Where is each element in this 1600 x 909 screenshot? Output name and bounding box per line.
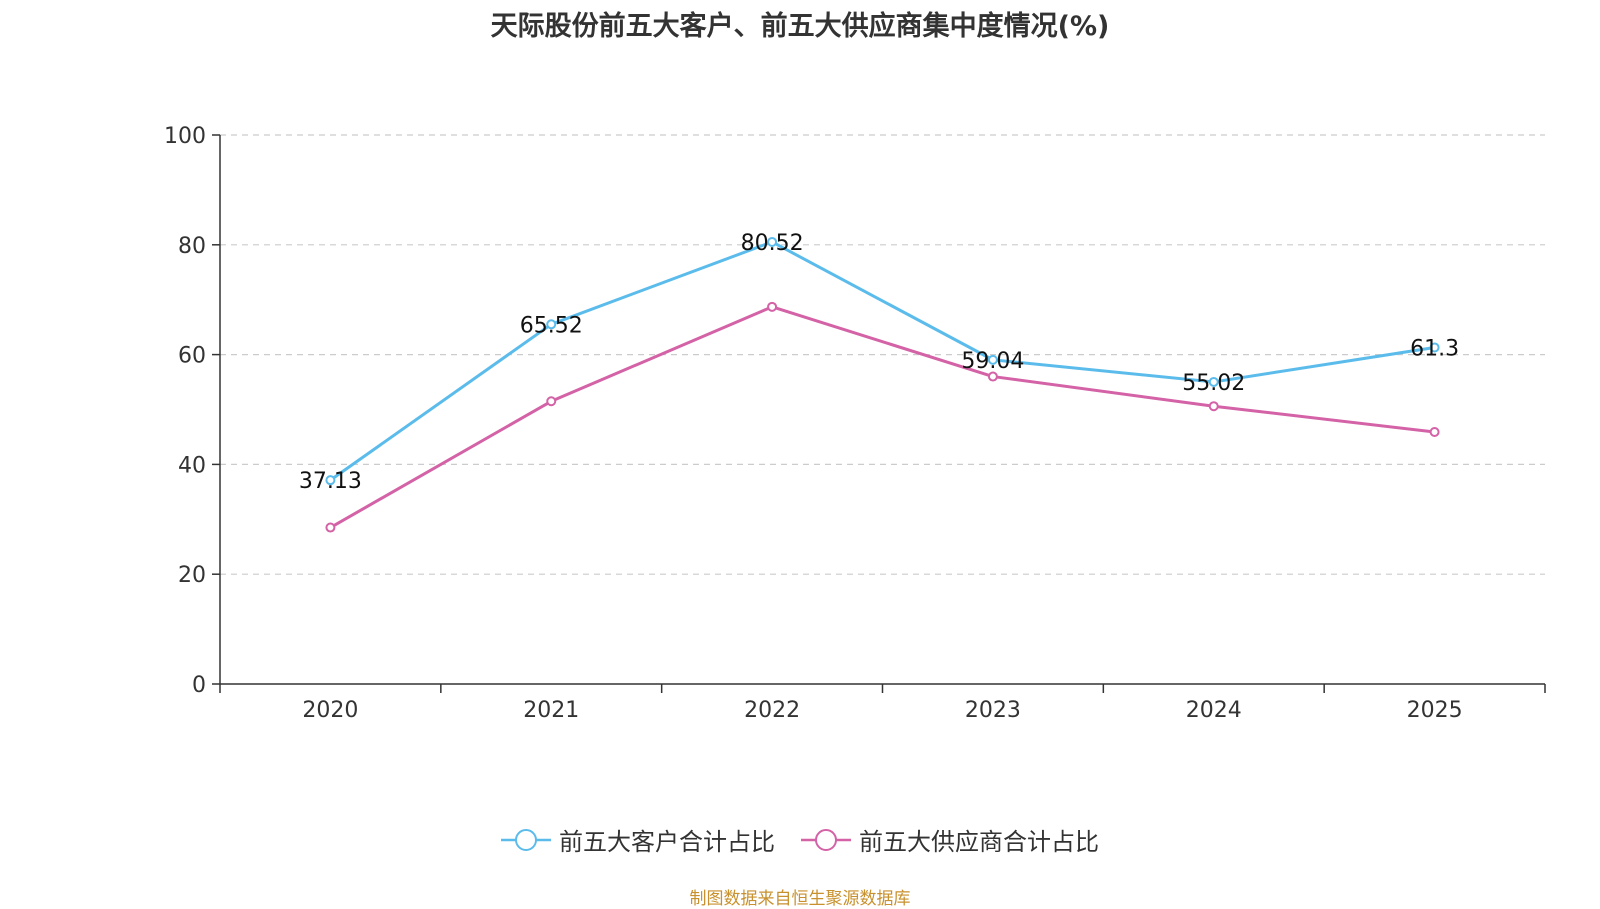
data-point [1429,342,1440,353]
y-tick-label: 80 [178,234,206,259]
data-label: 55.02 [1182,371,1245,396]
data-point [546,319,557,330]
data-label: 80.52 [741,231,804,256]
data-point [325,522,336,533]
axes: 0 20 40 60 80 100 2020 2021 2022 2023 2024 2025 [164,124,1546,723]
x-tick-label: 2020 [302,698,358,723]
data-label: 37.13 [299,469,362,494]
y-tick-label: 20 [178,563,206,588]
x-tick-label: 2023 [965,698,1021,723]
legend-marker-icon [801,828,851,851]
x-tick-label: 2021 [523,698,579,723]
data-point [987,354,998,365]
data-point [1208,401,1219,412]
legend-label: 前五大客户合计占比 [559,828,775,856]
data-point [767,236,778,247]
data-label: 61.3 [1410,336,1459,361]
data-labels: 37.13 65.52 80.52 59.04 55.02 61.3 [299,231,1459,494]
data-point [987,371,998,382]
x-tick-label: 2025 [1407,698,1463,723]
legend-item-1[interactable]: 前五大客户合计占比 [501,822,775,857]
series-points [325,236,1440,533]
data-point [325,475,336,486]
y-tick-label: 0 [192,673,206,698]
legend-marker-icon [501,828,551,851]
grid-lines [220,134,1545,575]
chart-title: 天际股份前五大客户、前五大供应商集中度情况(%) [490,11,1110,42]
legend-item-2[interactable]: 前五大供应商合计占比 [801,822,1099,857]
y-tick-label: 60 [178,344,206,369]
legend: 前五大客户合计占比 前五大供应商合计占比 [0,822,1600,857]
x-tick-label: 2024 [1186,698,1242,723]
data-label: 59.04 [961,349,1024,374]
y-tick-label: 40 [178,453,206,478]
data-point [1208,376,1219,387]
data-point [767,301,778,312]
data-point [546,396,557,407]
source-note: 制图数据来自恒生聚源数据库 [689,889,911,909]
series-line-1 [329,240,1435,482]
series-line-2 [329,305,1435,529]
y-tick-label: 100 [164,124,206,149]
data-point [1429,427,1440,438]
data-label: 65.52 [520,313,583,338]
x-tick-label: 2022 [744,698,800,723]
series-lines [329,240,1435,529]
legend-label: 前五大供应商合计占比 [859,828,1099,856]
